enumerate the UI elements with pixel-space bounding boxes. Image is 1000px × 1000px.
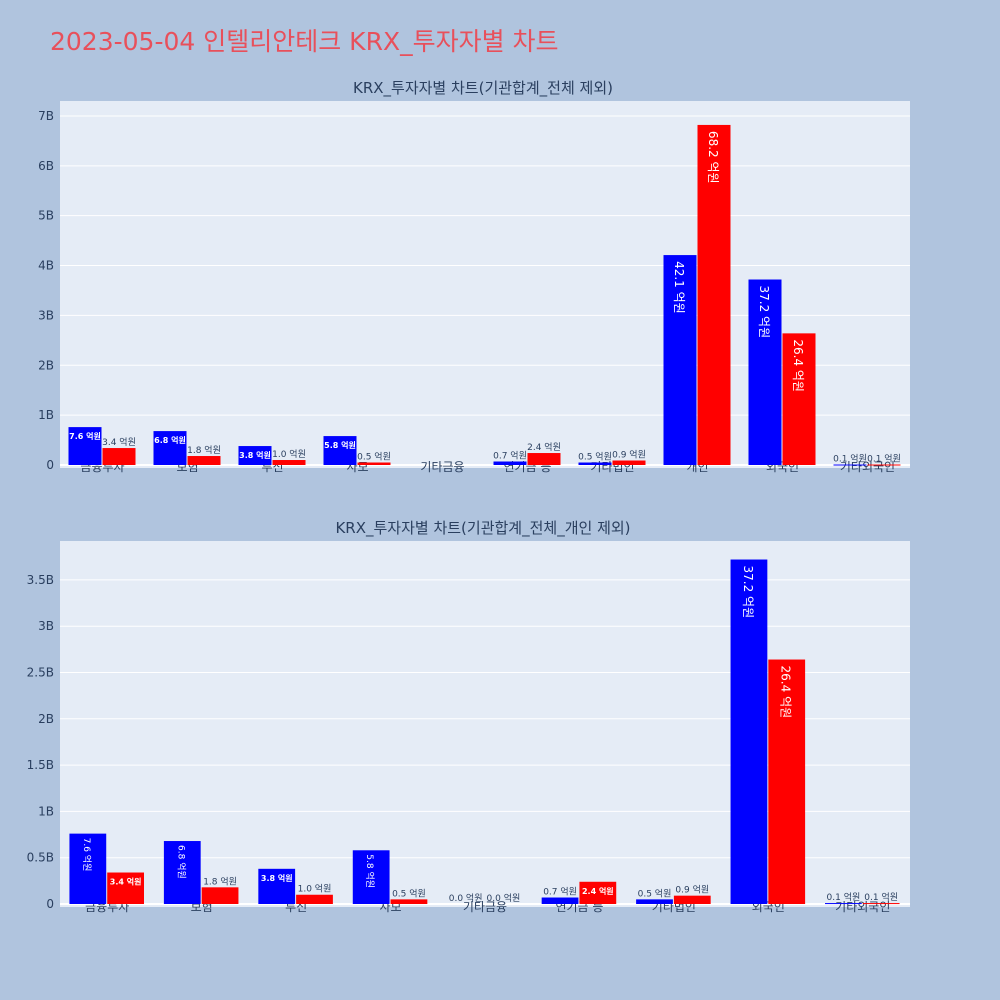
bar-sell[interactable] (867, 464, 901, 466)
chart-title: KRX_투자자별 차트(기관합계_전체_개인 제외) (335, 519, 630, 538)
bar-buy[interactable] (352, 850, 390, 904)
y-tick-label: 2B (38, 712, 54, 726)
data-label: 3.8 억원 (239, 450, 271, 460)
bar-buy[interactable] (578, 462, 612, 465)
y-tick-label: 5B (38, 209, 54, 223)
data-label: 5.8 억원 (324, 440, 356, 450)
data-label: 0.5 억원 (392, 887, 426, 899)
data-label: 0.9 억원 (675, 884, 709, 896)
data-label: 0.0 억원 (449, 892, 483, 904)
bar-sell[interactable] (697, 124, 731, 465)
data-label: 37.2 억원 (757, 286, 771, 339)
x-tick-label: 기타외국인 (840, 460, 895, 474)
x-tick-label: 기타금융 (420, 460, 464, 474)
data-label: 1.8 억원 (187, 444, 221, 456)
y-tick-label: 1B (38, 804, 54, 818)
data-label: 0.5 억원 (578, 451, 612, 463)
bar-sell[interactable] (272, 460, 306, 465)
data-label: 0.5 억원 (638, 887, 672, 899)
x-tick-label: 기타금융 (463, 900, 507, 914)
bar-buy[interactable] (730, 559, 768, 904)
data-label: 1.0 억원 (272, 448, 306, 460)
bar-sell[interactable] (390, 899, 428, 904)
chart-excluding-individual: KRX_투자자별 차트(기관합계_전체_개인 제외) 0 0.5B 1B 1.5B 2B 2… (27, 519, 910, 914)
bar-sell[interactable] (187, 456, 221, 465)
page-title: 2023-05-04 인텔리안테크 KRX_투자자별 차트 (50, 27, 559, 56)
bar-sell[interactable] (102, 448, 136, 465)
data-label: 0.7 억원 (543, 886, 577, 898)
data-label: 0.0 억원 (487, 892, 521, 904)
bar-sell[interactable] (527, 453, 561, 465)
bar-buy[interactable] (825, 903, 862, 905)
bar-buy[interactable] (636, 899, 673, 904)
y-tick-label: 3.5B (27, 573, 54, 587)
data-label: 6.8 억원 (175, 845, 187, 879)
bar-buy[interactable] (748, 279, 782, 465)
data-label: 0.7 억원 (493, 450, 527, 462)
bar-buy[interactable] (68, 427, 102, 465)
data-label: 0.1 억원 (827, 891, 861, 903)
bar-sell[interactable] (579, 881, 617, 904)
bar-sell[interactable] (782, 333, 816, 465)
data-label: 1.0 억원 (298, 883, 332, 895)
y-tick-label: 7B (38, 109, 54, 123)
bar-buy[interactable] (153, 431, 187, 465)
bar-buy[interactable] (163, 841, 201, 904)
data-label: 0.1 억원 (833, 453, 867, 465)
y-tick-label: 4B (38, 259, 54, 273)
data-label: 42.1 억원 (672, 261, 686, 314)
y-tick-label: 1.5B (27, 758, 54, 772)
data-label: 68.2 억원 (706, 131, 720, 184)
data-label: 6.8 억원 (154, 435, 186, 445)
data-label: 2.4 억원 (527, 441, 561, 453)
data-label: 5.8 억원 (364, 854, 376, 888)
data-label: 3.4 억원 (110, 877, 142, 887)
data-label: 0.5 억원 (357, 451, 391, 463)
y-tick-label: 6B (38, 159, 54, 173)
data-label: 1.8 억원 (203, 875, 237, 887)
data-label: 26.4 억원 (791, 339, 805, 392)
bar-sell[interactable] (612, 460, 646, 465)
y-tick-label: 3B (38, 619, 54, 633)
data-label: 7.6 억원 (69, 431, 101, 441)
y-tick-label: 3B (38, 308, 54, 322)
bar-sell[interactable] (673, 895, 711, 904)
data-label: 3.8 억원 (261, 873, 293, 883)
bar-buy[interactable] (323, 436, 357, 465)
data-label: 0.9 억원 (612, 449, 646, 461)
data-label: 37.2 억원 (741, 566, 755, 619)
chart-title: KRX_투자자별 차트(기관합계_전체 제외) (353, 79, 613, 98)
data-label: 0.1 억원 (867, 453, 901, 465)
bar-buy[interactable] (833, 464, 867, 466)
bar-buy[interactable] (69, 833, 107, 904)
bar-sell[interactable] (107, 872, 144, 904)
bar-sell[interactable] (357, 462, 391, 465)
bar-buy[interactable] (238, 446, 272, 465)
bar-buy[interactable] (541, 897, 579, 904)
y-tick-label: 0 (46, 458, 54, 472)
chart-all-investors: KRX_투자자별 차트(기관합계_전체 제외)01B2B3B4B5B6B7B금융… (38, 79, 910, 474)
y-tick-label: 2.5B (27, 665, 54, 679)
data-label: 7.6 억원 (81, 838, 93, 872)
bar-sell[interactable] (296, 894, 333, 904)
data-label: 0.1 억원 (864, 891, 898, 903)
y-tick-label: 0 (46, 897, 54, 911)
bar-buy[interactable] (663, 255, 697, 465)
y-tick-label: 0.5B (27, 851, 54, 865)
bar-sell[interactable] (201, 887, 239, 904)
data-label: 2.4 억원 (582, 886, 614, 896)
bar-sell[interactable] (768, 659, 806, 904)
bar-sell[interactable] (862, 903, 900, 905)
bar-buy[interactable] (493, 461, 527, 465)
bar-buy[interactable] (258, 868, 296, 904)
y-tick-label: 1B (38, 408, 54, 422)
data-label: 3.4 억원 (102, 436, 136, 448)
data-label: 26.4 억원 (779, 666, 793, 719)
y-tick-label: 2B (38, 358, 54, 372)
